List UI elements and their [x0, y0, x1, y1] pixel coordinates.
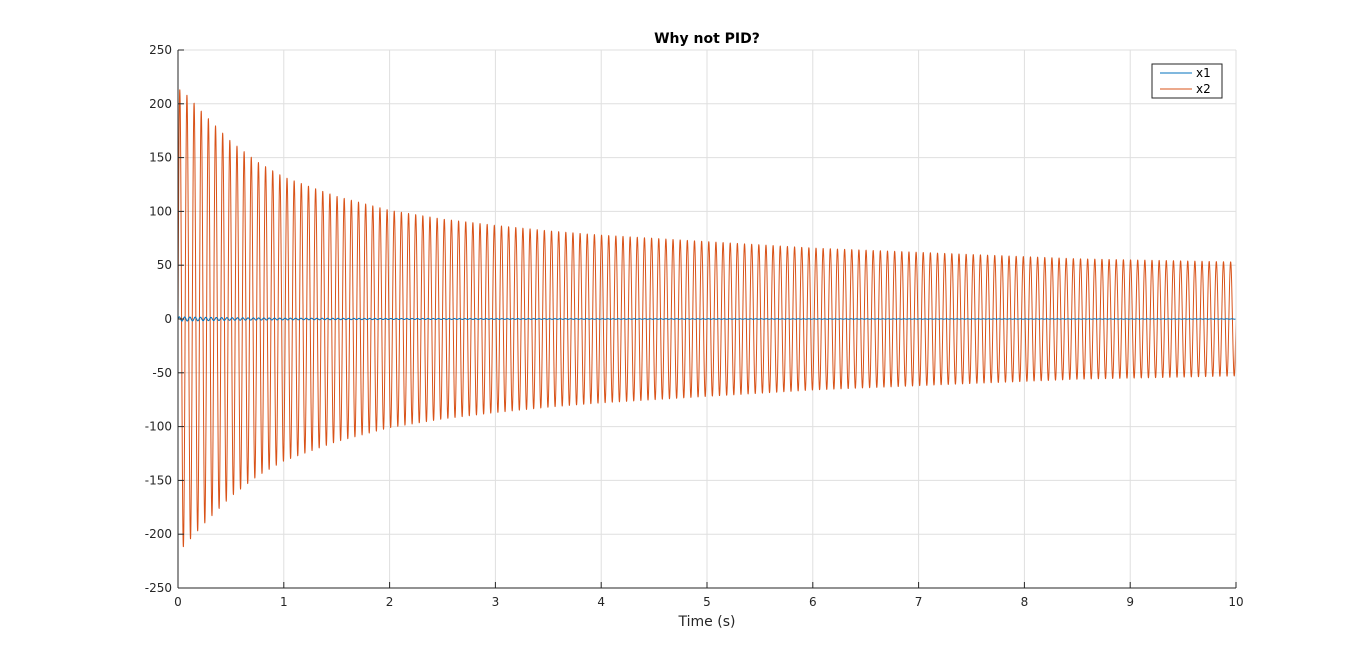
y-tick-label: 100 [149, 204, 172, 218]
x-tick-label: 0 [174, 595, 182, 609]
x-tick-label: 9 [1126, 595, 1134, 609]
y-tick-label: -50 [152, 366, 172, 380]
y-tick-label: -200 [145, 527, 172, 541]
x-axis-label: Time (s) [678, 614, 736, 630]
y-tick-label: 200 [149, 97, 172, 111]
y-tick-label: 0 [164, 312, 172, 326]
y-tick-label: 50 [157, 258, 172, 272]
x-tick-label: 6 [809, 595, 817, 609]
y-tick-label: -100 [145, 420, 172, 434]
y-tick-label: -150 [145, 473, 172, 487]
y-tick-label: 250 [149, 43, 172, 57]
x-tick-label: 5 [703, 595, 711, 609]
x-tick-label: 10 [1228, 595, 1243, 609]
x-tick-label: 8 [1021, 595, 1029, 609]
x-tick-label: 3 [492, 595, 500, 609]
x-tick-label: 1 [280, 595, 288, 609]
y-tick-label: -250 [145, 581, 172, 595]
legend-label-x1: x1 [1196, 66, 1211, 80]
legend-label-x2: x2 [1196, 82, 1211, 96]
x-tick-label: 2 [386, 595, 394, 609]
series-line-x1 [177, 316, 1237, 322]
chart-title: Why not PID? [654, 31, 760, 47]
plot-area: 0 1 2 3 4 5 6 7 8 9 10 250 200 150 100 50 0 -50 -100 -150 -2… [145, 43, 1244, 609]
y-tick-label: 150 [149, 151, 172, 165]
legend-box [1151, 63, 1223, 99]
x-tick-label: 7 [915, 595, 923, 609]
x-tick-label: 4 [597, 595, 605, 609]
